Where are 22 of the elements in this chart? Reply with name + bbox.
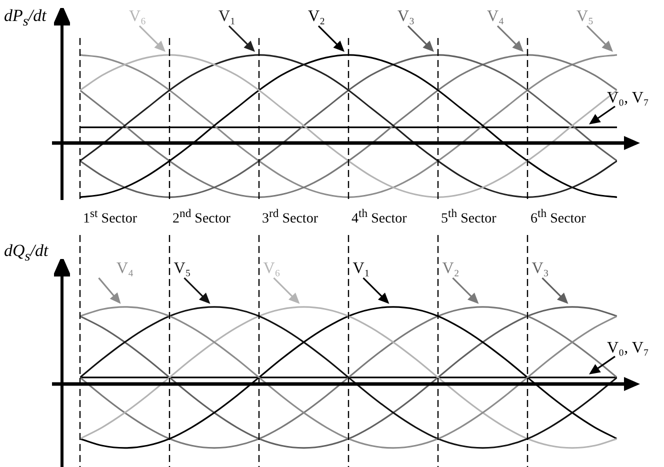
text: V₆ <box>128 8 146 25</box>
series-label: V₆ <box>263 260 280 277</box>
y-axis-title: dP$_{s}$/dt <box>4 6 46 30</box>
series-label: V₄ <box>116 260 134 277</box>
text: 4$^{th}$ Sector <box>352 207 407 228</box>
y-axis-title: dQ$_{s}$/dt <box>4 241 48 266</box>
series-label: V₀, V₇ <box>607 339 649 356</box>
text: 3$^{rd}$ Sector <box>262 207 318 228</box>
text: V₃ <box>397 8 415 25</box>
text: V₂ <box>442 260 460 277</box>
text: 5$^{th}$ Sector <box>441 207 496 228</box>
text: 1$^{st}$ Sector <box>83 207 138 228</box>
text: V₂ <box>308 8 326 25</box>
series-label: V₅ <box>174 260 191 277</box>
text: V₁ <box>218 8 236 25</box>
text: V₄ <box>486 8 504 25</box>
text: 6$^{th}$ Sector <box>530 207 586 228</box>
text: 2$^{nd}$ Sector <box>172 207 230 228</box>
series-label: V₃ <box>532 260 549 277</box>
series-label: V₁ <box>352 260 370 277</box>
text: V₅ <box>576 8 594 25</box>
series-label: V₀, V₇ <box>607 89 649 106</box>
